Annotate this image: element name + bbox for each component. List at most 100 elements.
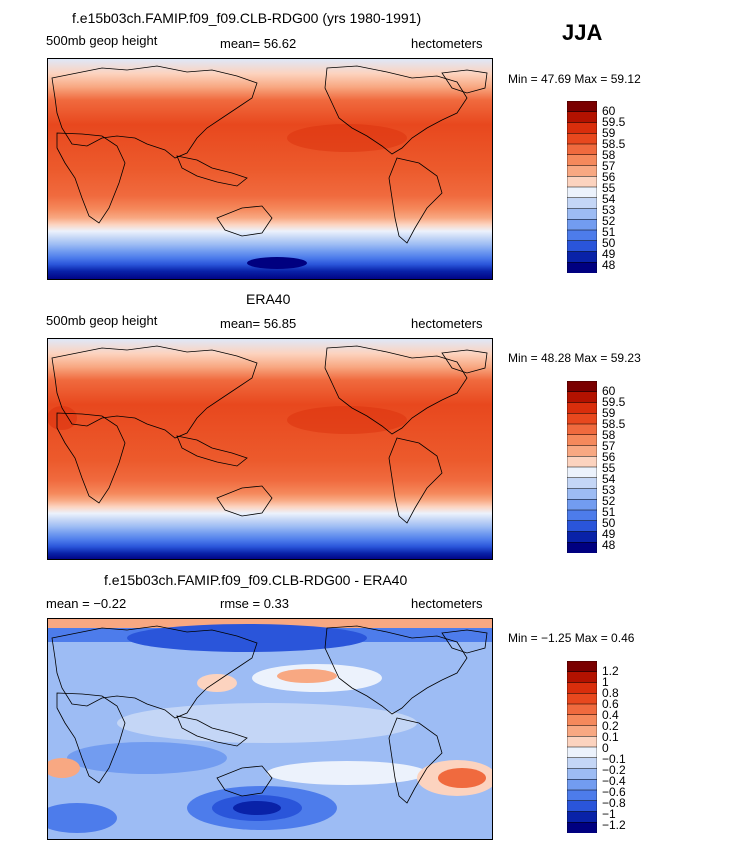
colorbar-swatch bbox=[566, 208, 598, 220]
colorbar-swatch bbox=[566, 542, 598, 554]
colorbar-swatch bbox=[566, 714, 598, 727]
colorbar-swatch bbox=[566, 520, 598, 533]
colorbar-swatch bbox=[566, 757, 598, 770]
colorbar-swatch bbox=[566, 531, 598, 543]
panel-3-colorbar bbox=[566, 660, 598, 834]
colorbar-tick: 0 bbox=[602, 741, 609, 755]
colorbar-swatch bbox=[566, 176, 598, 188]
colorbar-swatch bbox=[566, 122, 598, 134]
colorbar-swatch bbox=[566, 380, 598, 393]
colorbar-tick: 52 bbox=[602, 214, 616, 228]
colorbar-tick: 54 bbox=[602, 472, 616, 486]
panel-2-title: ERA40 bbox=[246, 291, 291, 307]
colorbar-tick: 50 bbox=[602, 516, 616, 530]
colorbar-swatch bbox=[566, 768, 598, 780]
colorbar-swatch bbox=[566, 800, 598, 813]
colorbar-tick: 59 bbox=[602, 406, 616, 420]
colorbar-tick: 51 bbox=[602, 505, 616, 519]
colorbar-tick: 0.4 bbox=[602, 708, 619, 722]
colorbar-tick: 1 bbox=[602, 675, 609, 689]
panel-2-variable-label: 500mb geop height bbox=[46, 313, 158, 328]
colorbar-tick: 55 bbox=[602, 181, 616, 195]
colorbar-tick: 56 bbox=[602, 170, 616, 184]
colorbar-tick: 53 bbox=[602, 203, 616, 217]
colorbar-swatch bbox=[566, 466, 598, 479]
colorbar-swatch bbox=[566, 229, 598, 242]
colorbar-swatch bbox=[566, 499, 598, 511]
colorbar-swatch bbox=[566, 240, 598, 253]
colorbar-swatch bbox=[566, 736, 598, 748]
colorbar-tick: 48 bbox=[602, 258, 616, 272]
colorbar-tick: 56 bbox=[602, 450, 616, 464]
colorbar-tick: 58 bbox=[602, 428, 616, 442]
colorbar-swatch bbox=[566, 789, 598, 802]
colorbar-tick: 1.2 bbox=[602, 664, 619, 678]
colorbar-swatch bbox=[566, 100, 598, 113]
colorbar-swatch bbox=[566, 779, 598, 791]
colorbar-tick: 51 bbox=[602, 225, 616, 239]
panel-2-units-label: hectometers bbox=[411, 316, 483, 331]
colorbar-tick: 54 bbox=[602, 192, 616, 206]
colorbar-tick: 50 bbox=[602, 236, 616, 250]
colorbar-swatch bbox=[566, 197, 598, 210]
colorbar-swatch bbox=[566, 811, 598, 823]
colorbar-tick: 59.5 bbox=[602, 115, 626, 129]
colorbar-tick: 57 bbox=[602, 439, 616, 453]
colorbar-swatch bbox=[566, 219, 598, 231]
panel-3-units-label: hectometers bbox=[411, 596, 483, 611]
colorbar-swatch bbox=[566, 413, 598, 425]
colorbar-swatch bbox=[566, 725, 598, 737]
panel-1-mean-label: mean= 56.62 bbox=[220, 36, 297, 51]
colorbar-tick: −0.4 bbox=[602, 774, 626, 788]
colorbar-swatch bbox=[566, 509, 598, 522]
panel-3-title: f.e15b03ch.FAMIP.f09_f09.CLB-RDG00 - ERA… bbox=[104, 572, 408, 588]
colorbar-swatch bbox=[566, 251, 598, 263]
colorbar-tick: 58.5 bbox=[602, 137, 626, 151]
panel-3-rmse-label: rmse = 0.33 bbox=[220, 596, 290, 611]
panel-2-colorbar bbox=[566, 380, 598, 554]
colorbar-swatch bbox=[566, 133, 598, 145]
colorbar-swatch bbox=[566, 434, 598, 447]
colorbar-swatch bbox=[566, 262, 598, 274]
colorbar-swatch bbox=[566, 693, 598, 705]
colorbar-tick: −1 bbox=[602, 807, 616, 821]
colorbar-tick: 0.1 bbox=[602, 730, 619, 744]
colorbar-swatch bbox=[566, 456, 598, 468]
panel-1-minmax: Min = 47.69 Max = 59.12 bbox=[508, 72, 641, 86]
panel-3-colorbar-labels: 1.2 1 0.8 0.6 0.4 0.2 0.1 0 −0.1 −0.2 −0… bbox=[602, 661, 662, 833]
colorbar-swatch bbox=[566, 660, 598, 673]
panel-2-minmax: Min = 48.28 Max = 59.23 bbox=[508, 351, 641, 365]
colorbar-tick: −0.1 bbox=[602, 752, 626, 766]
colorbar-tick: 55 bbox=[602, 461, 616, 475]
season-label: JJA bbox=[562, 20, 603, 45]
colorbar-tick: 59.5 bbox=[602, 395, 626, 409]
colorbar-swatch bbox=[566, 402, 598, 414]
colorbar-tick: 0.6 bbox=[602, 697, 619, 711]
colorbar-swatch bbox=[566, 746, 598, 759]
colorbar-swatch bbox=[566, 154, 598, 167]
panel-3-minmax: Min = −1.25 Max = 0.46 bbox=[508, 631, 635, 645]
colorbar-swatch bbox=[566, 477, 598, 490]
panel-1-map bbox=[47, 58, 493, 280]
colorbar-tick: −0.6 bbox=[602, 785, 626, 799]
colorbar-swatch bbox=[566, 165, 598, 177]
colorbar-tick: 57 bbox=[602, 159, 616, 173]
colorbar-swatch bbox=[566, 488, 598, 500]
colorbar-swatch bbox=[566, 391, 598, 404]
colorbar-tick: −0.8 bbox=[602, 796, 626, 810]
colorbar-tick: 49 bbox=[602, 247, 616, 261]
colorbar-swatch bbox=[566, 682, 598, 694]
colorbar-tick: 53 bbox=[602, 483, 616, 497]
colorbar-tick: 49 bbox=[602, 527, 616, 541]
colorbar-swatch bbox=[566, 703, 598, 716]
panel-1-colorbar bbox=[566, 100, 598, 274]
colorbar-tick: 0.2 bbox=[602, 719, 619, 733]
colorbar-swatch bbox=[566, 423, 598, 436]
colorbar-tick: 58.5 bbox=[602, 417, 626, 431]
colorbar-swatch bbox=[566, 111, 598, 124]
panel-1-units-label: hectometers bbox=[411, 36, 483, 51]
colorbar-tick: 59 bbox=[602, 126, 616, 140]
colorbar-swatch bbox=[566, 671, 598, 684]
colorbar-tick: 60 bbox=[602, 384, 616, 398]
colorbar-tick: −1.2 bbox=[602, 818, 626, 832]
